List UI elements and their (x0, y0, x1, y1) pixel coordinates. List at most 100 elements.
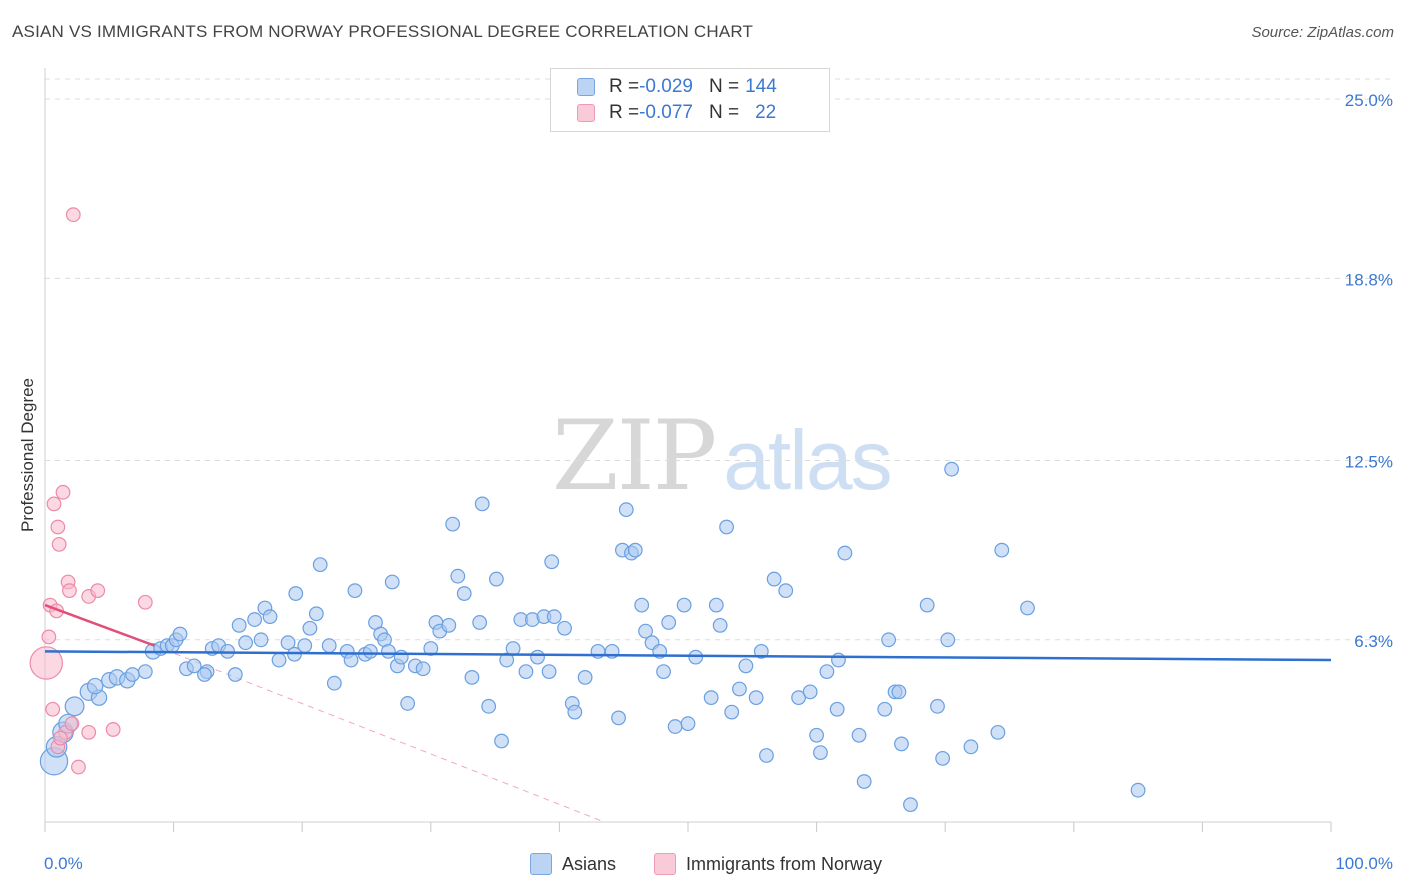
asian-point (738, 658, 754, 674)
y-tick-label: 18.8% (1345, 270, 1393, 289)
asian-point (577, 670, 593, 685)
watermark: ZIPatlas (552, 400, 893, 512)
trend-line-asians (44, 650, 1332, 662)
asian-point (813, 745, 828, 760)
asian-point (627, 542, 643, 558)
asian-point (656, 664, 671, 680)
asian-point (661, 615, 677, 630)
legend-r-label-norway: R = (609, 102, 640, 123)
asian-point (851, 727, 867, 743)
asian-point (544, 554, 560, 570)
asian-point (877, 701, 893, 717)
asian-point (481, 698, 497, 714)
asian-point (791, 690, 806, 706)
asian-point (881, 632, 897, 648)
asian-point (712, 617, 728, 633)
asian-point (935, 750, 951, 766)
legend-row-norway: R = -0.077 N = 22 (577, 101, 776, 125)
asian-point (611, 710, 626, 726)
asian-point (494, 733, 509, 749)
asian-point (262, 609, 278, 625)
asian-point (1130, 782, 1146, 798)
legend-n-label-norway: N = (708, 102, 740, 123)
correlation-legend: R = -0.029 N = 144 R = -0.077 N = 22 (550, 68, 830, 132)
norway-point (105, 722, 121, 737)
asian-point (940, 632, 956, 648)
norway-point (81, 724, 97, 740)
asian-point (990, 724, 1006, 740)
asian-point (894, 736, 909, 752)
asian-point (719, 519, 734, 535)
legend-row-asians: R = -0.029 N = 144 (577, 75, 777, 99)
asian-point (450, 568, 466, 584)
asian-point (766, 571, 782, 587)
asian-point (445, 516, 461, 532)
y-tick-label: 12.5% (1345, 453, 1393, 472)
asian-point (819, 664, 835, 680)
y-tick-label: 6.3% (1354, 632, 1393, 651)
asian-point (380, 643, 396, 659)
asian-point (312, 557, 328, 573)
norway-point (71, 759, 86, 775)
asian-point (753, 643, 769, 659)
norway-point (62, 583, 77, 599)
asian-point (919, 597, 935, 613)
asian-point (384, 574, 400, 590)
bottom-legend-swatch-norway (654, 853, 676, 875)
asian-point (288, 586, 304, 601)
asian-point (518, 664, 534, 680)
asian-point (488, 571, 504, 587)
asian-point (456, 586, 472, 601)
asian-point (423, 641, 439, 656)
norway-point (46, 496, 62, 512)
asian-point (297, 638, 313, 653)
norway-point (51, 536, 67, 552)
asian-point (903, 797, 918, 813)
asian-point (829, 701, 845, 717)
asian-point (759, 748, 774, 763)
series-norway (29, 207, 153, 775)
asian-point (963, 739, 979, 755)
asian-point (415, 661, 431, 677)
asian-point (944, 461, 960, 477)
bottom-legend-norway: Immigrants from Norway (654, 852, 882, 876)
norway-point (45, 701, 61, 717)
asian-point (253, 632, 269, 648)
asian-point (732, 681, 747, 697)
asian-point (809, 727, 824, 743)
legend-r-value-norway: -0.077 (639, 102, 693, 123)
asian-point (618, 502, 634, 518)
legend-swatch-norway (577, 104, 595, 122)
asian-point (724, 704, 740, 720)
asian-point (505, 641, 521, 656)
legend-n-value-norway: 22 (755, 102, 777, 123)
asian-point (634, 597, 650, 613)
y-tick-label: 25.0% (1345, 91, 1393, 110)
asian-point (64, 696, 85, 717)
bottom-legend-label-norway: Immigrants from Norway (686, 853, 883, 874)
asian-point (302, 620, 318, 636)
asian-point (557, 620, 572, 636)
asian-point (994, 542, 1010, 558)
x-tick-label-max: 100.0% (1335, 854, 1393, 873)
legend-r-value-asians: -0.029 (639, 76, 693, 97)
asian-point (708, 597, 724, 613)
norway-point (29, 646, 64, 680)
bottom-legend-swatch-asians (530, 853, 552, 875)
trend-extension-norway (154, 645, 605, 823)
asian-point (530, 649, 545, 665)
asian-point (393, 649, 409, 665)
asian-point (197, 667, 212, 682)
asian-point (638, 623, 653, 639)
asian-point (688, 649, 704, 665)
asian-point (472, 615, 488, 630)
norway-point (137, 594, 153, 610)
legend-n-value-asians: 144 (745, 76, 777, 97)
asian-point (86, 677, 104, 695)
x-tick-label-min: 0.0% (44, 854, 83, 873)
norway-point (64, 716, 80, 732)
norway-point (55, 484, 71, 500)
asian-point (831, 652, 846, 668)
legend-r-label-asians: R = (609, 76, 640, 97)
